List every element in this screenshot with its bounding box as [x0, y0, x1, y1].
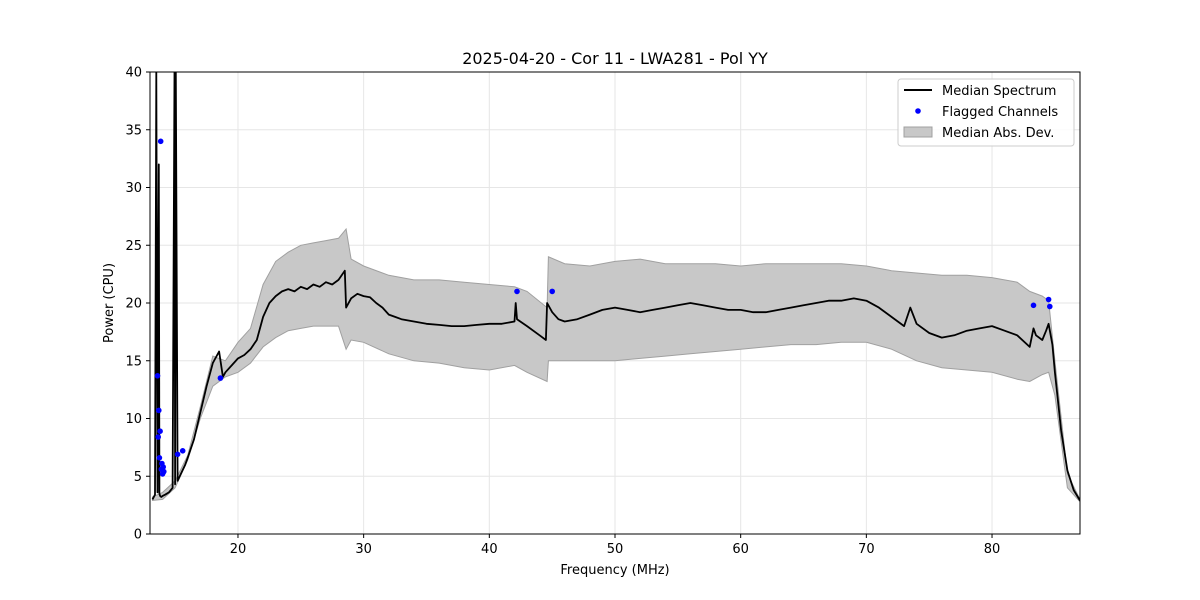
flagged-point	[161, 468, 167, 475]
legend-box	[897, 78, 1075, 147]
median-spectrum-line	[151, 72, 1080, 501]
flagged-point	[154, 373, 161, 379]
legend-median-label: Median Spectrum	[942, 84, 1056, 99]
flagged-point	[1045, 296, 1052, 303]
y-tick-label: 40	[125, 66, 142, 81]
flagged-point	[1047, 303, 1053, 310]
x-tick-label: 80	[984, 542, 1001, 557]
flagged-point	[174, 451, 181, 458]
y-tick-label: 30	[125, 181, 142, 196]
legend: Median Spectrum Flagged Channels Median …	[897, 78, 1075, 147]
y-tick-label: 25	[125, 239, 142, 254]
chart-title: 2025-04-20 - Cor 11 - LWA281 - Pol YY	[462, 49, 768, 68]
flagged-point	[156, 455, 163, 461]
y-axis-ticks: 0 5 10 15 20 25 30 35 40	[125, 66, 150, 543]
flagged-point	[157, 138, 164, 145]
legend-mad-patch	[903, 126, 933, 138]
x-tick-label: 70	[858, 542, 875, 557]
x-tick-label: 30	[355, 542, 372, 557]
median-spectrum-path	[151, 72, 1080, 501]
flagged-point	[155, 434, 161, 440]
legend-flagged-marker	[915, 108, 921, 114]
y-tick-label: 35	[125, 123, 142, 138]
y-axis-label: Power (CPU)	[102, 263, 117, 343]
flagged-channels	[154, 138, 1053, 477]
x-tick-label: 50	[607, 542, 624, 557]
y-tick-label: 15	[125, 354, 142, 369]
legend-mad-label: Median Abs. Dev.	[942, 126, 1054, 141]
y-tick-label: 10	[125, 412, 142, 427]
y-tick-label: 0	[134, 528, 142, 543]
x-tick-label: 60	[732, 542, 749, 557]
flagged-point	[549, 288, 555, 295]
flagged-point	[160, 464, 166, 470]
x-axis-label: Frequency (MHz)	[560, 563, 669, 578]
y-tick-label: 20	[125, 297, 142, 312]
flagged-point	[156, 407, 162, 414]
x-axis-ticks: 20 30 40 50 60 70 80	[230, 534, 1001, 557]
flagged-point	[1030, 302, 1037, 309]
flagged-point	[157, 428, 163, 435]
x-tick-label: 40	[481, 542, 498, 557]
flagged-point	[179, 448, 186, 454]
x-tick-label: 20	[230, 542, 247, 557]
mad-band	[152, 227, 1080, 503]
mad-band-area	[152, 227, 1080, 503]
legend-flagged-label: Flagged Channels	[942, 105, 1058, 120]
flagged-point	[217, 375, 224, 381]
flagged-point	[514, 288, 520, 295]
y-tick-label: 5	[134, 470, 142, 485]
